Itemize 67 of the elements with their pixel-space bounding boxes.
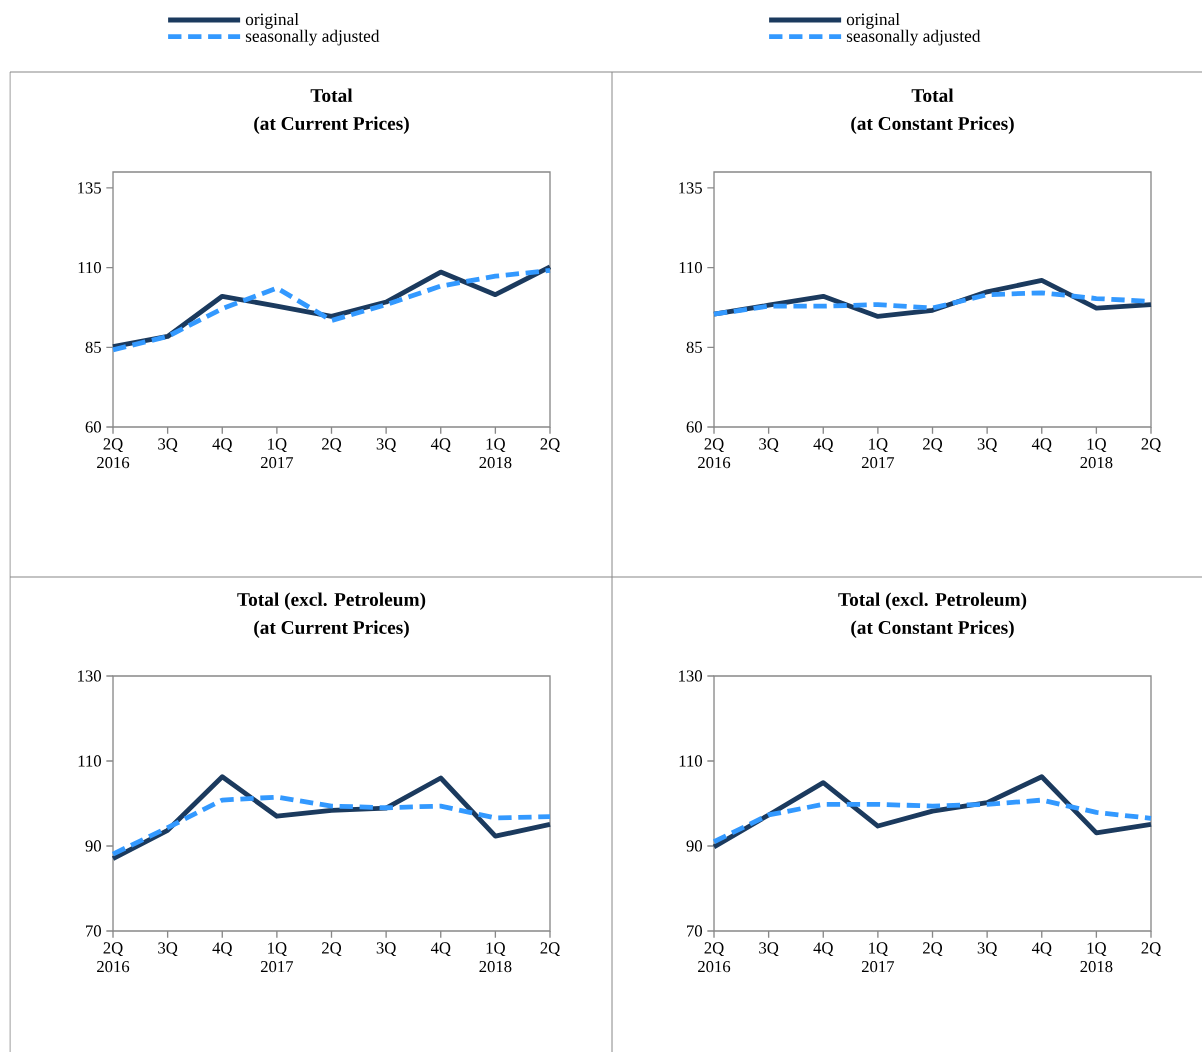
x-tick-label: 2Q 2016 — [97, 942, 130, 973]
x-tick-label: 4Q — [813, 438, 834, 453]
chart-title: Total — [310, 88, 353, 103]
x-tick-label: 3Q — [158, 438, 178, 453]
legend-label: seasonally adjusted — [846, 29, 981, 46]
x-tick-label: 3Q — [376, 438, 397, 453]
y-tick-label: 70 — [86, 925, 101, 937]
line-series — [711, 797, 1154, 845]
x-tick-label: 4Q — [430, 942, 451, 957]
x-tick-label: 3Q — [759, 438, 779, 453]
x-tick-label: 1Q 2017 — [861, 438, 895, 469]
y-tick-label: 110 — [78, 755, 101, 767]
x-tick-label: 2Q 2016 — [97, 438, 130, 469]
line-series — [110, 794, 553, 857]
x-tick-label: 2Q — [322, 438, 342, 453]
x-tick-label: 2Q — [923, 942, 943, 957]
x-tick-label: 2Q 2016 — [698, 438, 731, 469]
y-tick-label: 110 — [679, 755, 702, 767]
legend-label: original — [245, 13, 299, 29]
x-tick-label: 4Q — [212, 438, 233, 453]
chart-title: Total (excl. Petroleum) — [838, 592, 1027, 610]
x-tick-label: 1Q 2018 — [1080, 942, 1113, 973]
x-tick-label: 2Q — [540, 942, 560, 957]
x-tick-label: 1Q 2018 — [1080, 438, 1113, 469]
x-tick-label: 1Q 2018 — [479, 942, 512, 973]
y-tick-label: 135 — [78, 182, 101, 194]
y-tick-label: 130 — [78, 670, 101, 682]
x-tick-label: 2Q — [1141, 438, 1161, 453]
y-tick-label: 85 — [85, 341, 101, 353]
y-tick-label: 130 — [679, 670, 702, 682]
y-tick-label: 135 — [679, 182, 702, 194]
line-series — [110, 774, 553, 862]
x-tick-label: 1Q 2017 — [260, 438, 294, 469]
x-tick-label: 3Q — [977, 438, 998, 453]
legend-label: seasonally adjusted — [245, 29, 380, 46]
x-tick-label: 3Q — [759, 942, 779, 957]
x-tick-label: 4Q — [430, 438, 451, 453]
x-tick-label: 1Q 2017 — [861, 942, 895, 973]
x-tick-label: 2Q — [923, 438, 943, 453]
x-tick-label: 4Q — [1031, 438, 1052, 453]
x-tick-label: 2Q — [1141, 942, 1161, 957]
x-tick-label: 2Q — [322, 942, 342, 957]
y-tick-label: 60 — [85, 421, 101, 433]
x-tick-label: 2Q 2016 — [698, 942, 731, 973]
chart-title: Total — [911, 88, 954, 103]
x-tick-label: 4Q — [212, 942, 233, 957]
x-tick-label: 3Q — [158, 942, 178, 957]
y-tick-label: 110 — [78, 261, 101, 274]
x-tick-label: 3Q — [977, 942, 998, 957]
y-tick-label: 110 — [679, 261, 702, 274]
x-tick-label: 1Q 2017 — [260, 942, 294, 973]
y-tick-label: 70 — [687, 925, 702, 937]
chart-subtitle: (at Constant Prices) — [851, 116, 1014, 134]
x-tick-label: 4Q — [1031, 942, 1052, 957]
chart-subtitle: (at Constant Prices) — [851, 620, 1014, 638]
y-tick-label: 85 — [686, 341, 702, 353]
y-tick-label: 90 — [686, 840, 702, 852]
chart-subtitle: (at Current Prices) — [254, 116, 409, 134]
y-tick-label: 90 — [85, 840, 101, 852]
x-tick-label: 1Q 2018 — [479, 438, 512, 469]
legend-label: original — [846, 13, 900, 29]
y-tick-label: 60 — [686, 421, 702, 433]
x-tick-label: 3Q — [376, 942, 397, 957]
x-tick-label: 4Q — [813, 942, 834, 957]
x-tick-label: 2Q — [540, 438, 560, 453]
chart-title: Total (excl. Petroleum) — [237, 592, 426, 610]
chart-subtitle: (at Current Prices) — [254, 620, 409, 638]
